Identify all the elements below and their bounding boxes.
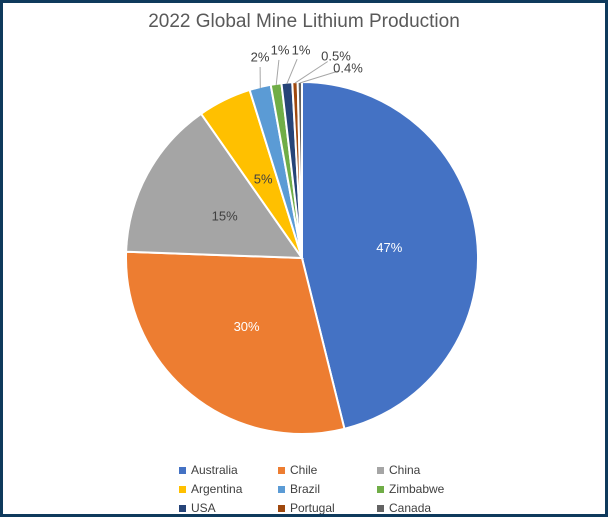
legend-item-chile: Chile <box>278 463 317 477</box>
pie-slice-china <box>125 112 304 260</box>
slice-label-brazil: 2% <box>251 50 270 65</box>
pie-slice-chile <box>125 250 346 436</box>
legend-marker-usa <box>179 504 186 512</box>
legend-marker-canada <box>377 504 384 512</box>
legend-label-portugal: Portugal <box>290 501 335 515</box>
legend-label-zimbabwe: Zimbabwe <box>389 482 445 496</box>
legend-marker-zimbabwe <box>377 485 384 493</box>
legend-label-brazil: Brazil <box>290 482 321 496</box>
legend-item-usa: USA <box>179 501 216 515</box>
chart-title: 2022 Global Mine Lithium Production <box>148 11 460 32</box>
slice-label-usa: 1% <box>292 43 311 58</box>
leader-line-zimbabwe <box>275 59 280 85</box>
slice-label-portugal: 0.5% <box>321 49 351 64</box>
legend-label-australia: Australia <box>191 463 238 477</box>
legend-item-canada: Canada <box>377 501 432 515</box>
legend-marker-portugal <box>278 504 285 512</box>
legend-marker-chile <box>278 466 285 474</box>
legend-marker-china <box>377 466 384 474</box>
slice-label-australia: 47% <box>376 240 402 255</box>
leader-line-canada <box>299 70 339 84</box>
slice-label-zimbabwe: 1% <box>271 43 290 58</box>
slice-label-china: 15% <box>212 209 238 224</box>
leader-line-usa <box>286 59 298 84</box>
legend-label-china: China <box>389 463 421 477</box>
slice-label-argentina: 5% <box>254 172 273 187</box>
pie-slice-australia <box>301 80 479 431</box>
legend-label-usa: USA <box>191 501 216 515</box>
slice-label-canada: 0.4% <box>333 61 363 76</box>
legend-item-portugal: Portugal <box>278 501 335 515</box>
legend-item-australia: Australia <box>179 463 238 477</box>
slice-label-chile: 30% <box>234 319 260 334</box>
legend-label-chile: Chile <box>290 463 318 477</box>
legend-label-argentina: Argentina <box>191 482 243 496</box>
legend-item-brazil: Brazil <box>278 482 320 496</box>
legend-marker-australia <box>179 466 186 474</box>
legend-item-china: China <box>377 463 420 477</box>
legend-item-argentina: Argentina <box>179 482 242 496</box>
legend-label-canada: Canada <box>389 501 432 515</box>
legend-item-zimbabwe: Zimbabwe <box>377 482 444 496</box>
legend-marker-argentina <box>179 485 186 493</box>
legend-marker-brazil <box>278 485 285 493</box>
leader-line-portugal <box>294 61 328 84</box>
